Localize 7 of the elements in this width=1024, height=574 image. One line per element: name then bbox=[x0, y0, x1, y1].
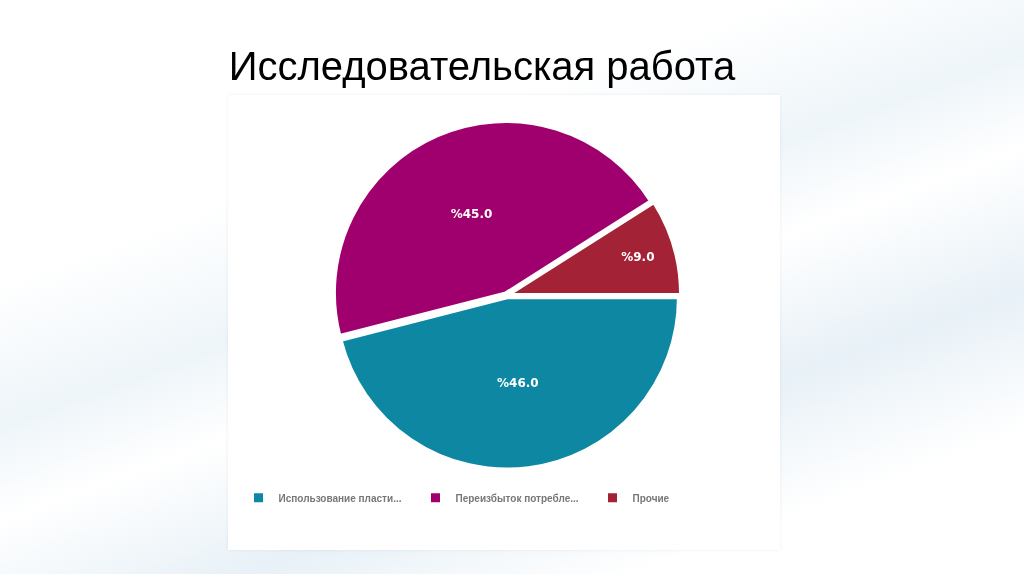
legend-label: Прочие bbox=[632, 492, 670, 504]
data-label: %46.0 bbox=[497, 376, 539, 391]
data-label: %45.0 bbox=[450, 206, 493, 221]
legend-label: Переизбыток потребле... bbox=[455, 492, 579, 504]
legend-label: Использование пласти... bbox=[278, 492, 402, 504]
chart-title: Исследовательская работа bbox=[227, 44, 737, 89]
data-label: %9.0 bbox=[621, 250, 655, 265]
